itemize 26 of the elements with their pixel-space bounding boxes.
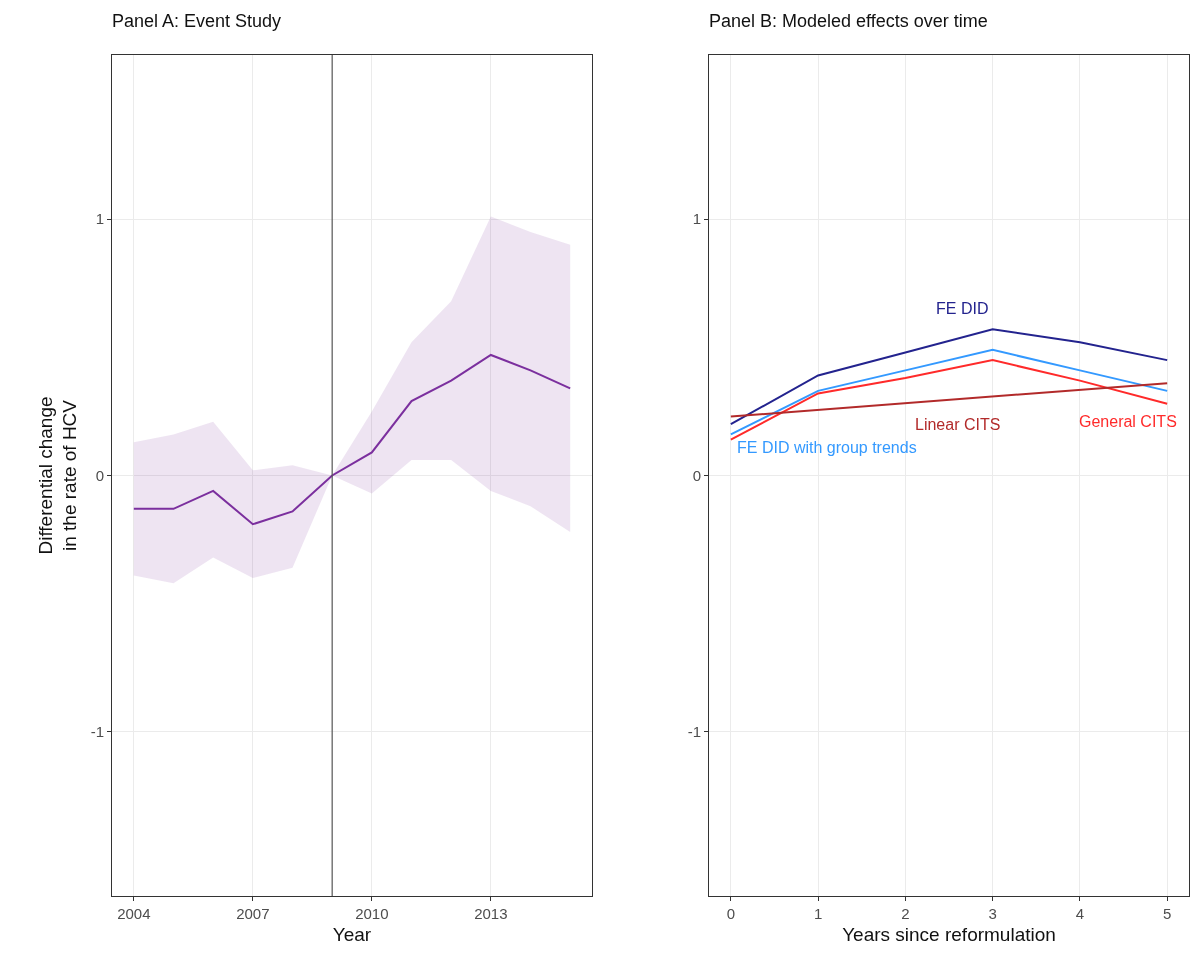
x-tick-label: 1 bbox=[813, 905, 823, 922]
series-label: Linear CITS bbox=[915, 416, 1001, 433]
y-tick-label: -1 bbox=[687, 723, 701, 741]
chart-title: Panel A: Event Study bbox=[112, 11, 282, 32]
series-label: FE DID with group trends bbox=[737, 439, 917, 456]
x-tick-label: 4 bbox=[1075, 905, 1085, 922]
x-tick-label: 3 bbox=[988, 905, 997, 922]
chart-title: Panel B: Modeled effects over time bbox=[709, 11, 988, 32]
series-label: General CITS bbox=[1079, 413, 1177, 430]
x-axis-title: Years since reformulation bbox=[842, 923, 1056, 945]
y-tick-label: 0 bbox=[95, 466, 104, 484]
x-tick-label: 2013 bbox=[474, 905, 508, 922]
y-tick-label: 0 bbox=[692, 466, 701, 484]
series-label: FE DID bbox=[936, 300, 989, 317]
x-tick-label: 5 bbox=[1163, 905, 1172, 922]
x-tick-label: 2007 bbox=[236, 905, 270, 922]
x-tick-label: 2010 bbox=[355, 905, 389, 922]
x-tick-label: 2 bbox=[901, 905, 910, 922]
x-axis-title: Year bbox=[332, 923, 372, 945]
y-tick-label: -1 bbox=[90, 723, 104, 741]
y-tick-label: 1 bbox=[692, 210, 701, 228]
y-tick-label: 1 bbox=[95, 210, 104, 228]
line-series bbox=[132, 353, 572, 526]
y-axis-title: Differential change in the rate of HCV bbox=[34, 396, 81, 555]
x-tick-label: 2004 bbox=[117, 905, 151, 922]
x-tick-label: 0 bbox=[726, 905, 735, 922]
